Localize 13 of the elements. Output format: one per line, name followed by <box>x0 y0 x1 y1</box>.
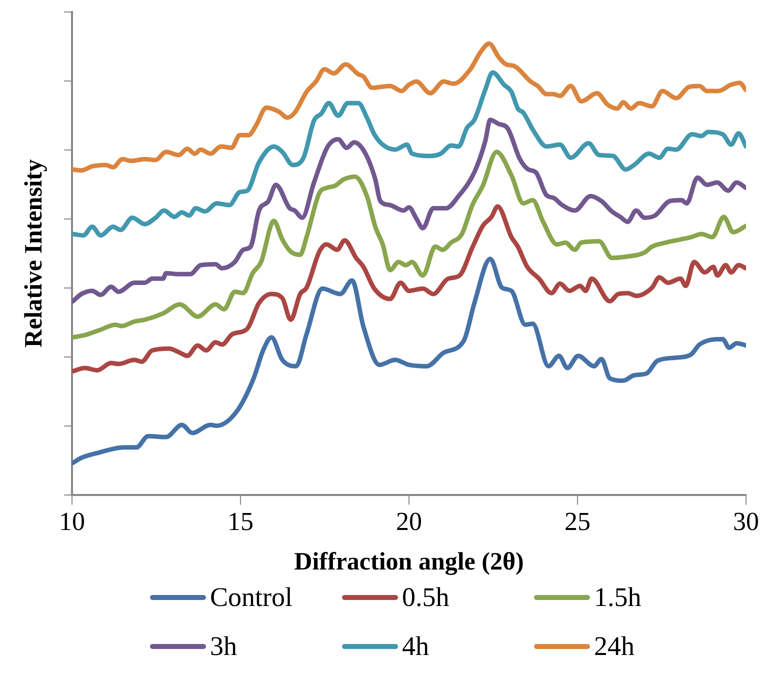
legend-label: 1.5h <box>594 582 642 613</box>
legend-label: 3h <box>210 631 237 662</box>
x-tick-label: 25 <box>564 507 590 536</box>
legend-label: Control <box>210 582 293 613</box>
x-tick-label: 30 <box>733 507 759 536</box>
legend-label: 4h <box>402 631 429 662</box>
legend-label: 0.5h <box>402 582 450 613</box>
x-tick-label: 15 <box>228 507 254 536</box>
legend-label: 24h <box>594 631 634 662</box>
x-axis-title: Diffraction angle (2θ) <box>294 548 524 576</box>
x-tick-label: 20 <box>396 507 422 536</box>
y-axis-title: Relative Intensity <box>20 158 48 348</box>
x-tick-label: 10 <box>59 507 85 536</box>
